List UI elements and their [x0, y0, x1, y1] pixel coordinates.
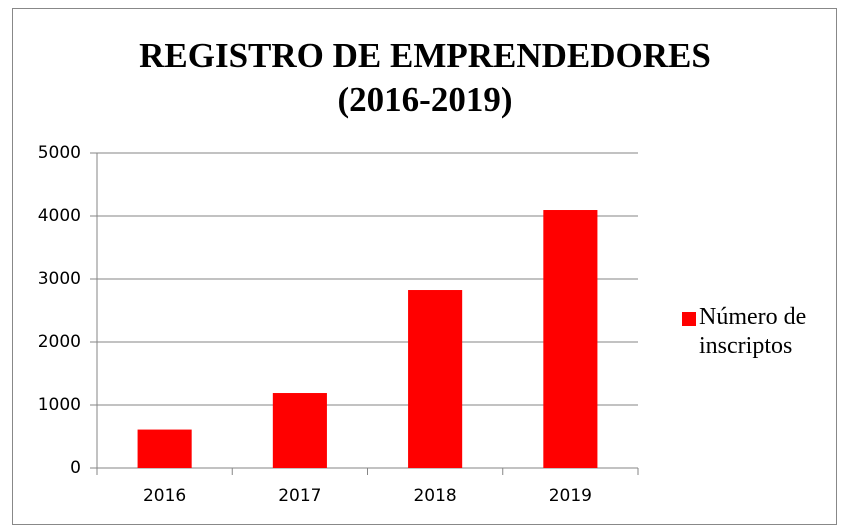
bar	[543, 210, 598, 468]
bar	[408, 290, 463, 468]
y-tick-label: 1000	[38, 395, 81, 415]
legend-swatch	[682, 312, 696, 326]
y-tick-label: 4000	[38, 206, 81, 226]
y-tick-label: 0	[70, 458, 81, 478]
bar	[137, 429, 192, 468]
y-tick-label: 5000	[38, 143, 81, 163]
x-tick-label: 2016	[143, 486, 186, 506]
legend-label: Número de inscriptos	[699, 304, 807, 359]
bar	[272, 393, 327, 468]
y-tick-label: 3000	[38, 269, 81, 289]
x-tick-label: 2017	[278, 486, 321, 506]
x-tick-label: 2019	[549, 486, 592, 506]
legend: Número de inscriptos	[682, 303, 842, 361]
chart-title: REGISTRO DE EMPRENDEDORES (2016-2019)	[139, 36, 711, 119]
x-tick-label: 2018	[413, 486, 456, 506]
y-tick-label: 2000	[38, 332, 81, 352]
